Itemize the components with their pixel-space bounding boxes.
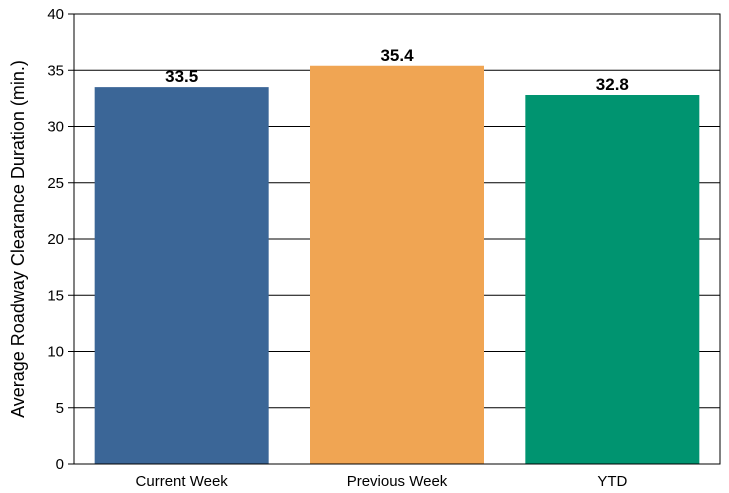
data-label: 33.5 (165, 67, 198, 86)
bar-current-week (94, 87, 269, 464)
y-tick-label: 35 (47, 62, 64, 79)
x-tick-label: Previous Week (347, 473, 448, 490)
y-tick-label: 30 (47, 119, 64, 136)
y-tick-label: 25 (47, 175, 64, 192)
y-tick-labels: 0 5 10 15 20 25 30 35 40 (47, 6, 64, 473)
data-label: 32.8 (596, 75, 629, 94)
bar-ytd (525, 95, 700, 464)
x-tick-labels: Current Week Previous Week YTD (136, 473, 628, 490)
y-tick-label: 0 (56, 456, 64, 473)
y-tick-label: 20 (47, 231, 64, 248)
x-tick-label: YTD (597, 473, 627, 490)
bars (94, 65, 700, 464)
y-tick-label: 10 (47, 344, 64, 361)
bar-previous-week (310, 65, 484, 464)
y-tick-label: 5 (56, 400, 64, 417)
y-tick-label: 40 (47, 6, 64, 23)
data-label: 35.4 (380, 46, 414, 65)
x-tick-label: Current Week (136, 473, 229, 490)
y-tick-label: 15 (47, 287, 64, 304)
plot-frame (73, 13, 721, 465)
data-labels: 33.5 35.4 32.8 (165, 46, 629, 94)
y-axis-title: Average Roadway Clearance Duration (min.… (8, 60, 28, 418)
